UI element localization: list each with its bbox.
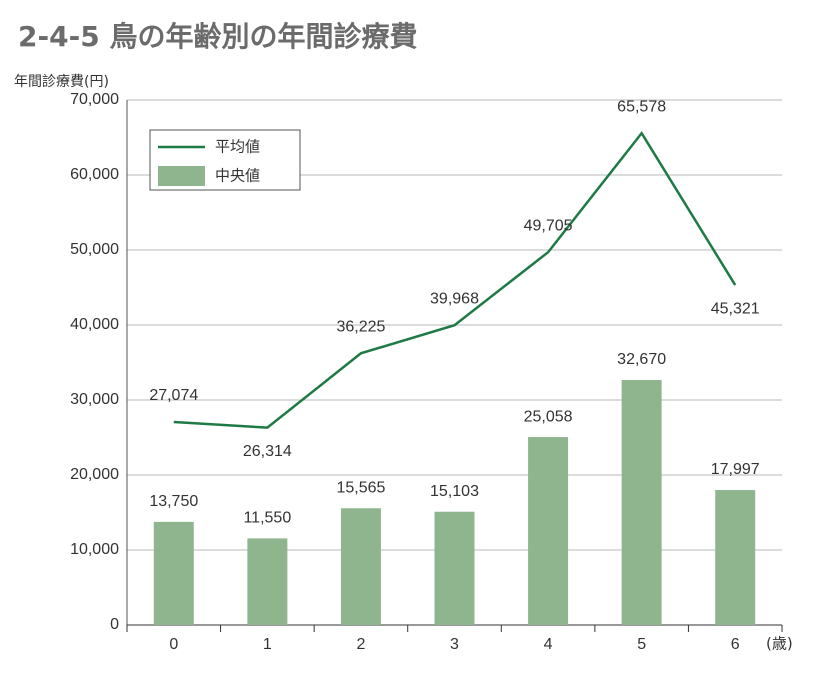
bar (434, 511, 475, 625)
y-tick-label: 30,000 (70, 391, 119, 408)
line-value-label: 45,321 (711, 300, 760, 317)
bar (340, 508, 381, 625)
y-axis-label: 年間診療費(円) (14, 73, 109, 90)
x-axis-label: (歳) (766, 635, 793, 653)
line-value-label: 26,314 (243, 443, 292, 460)
line-value-label: 39,968 (430, 290, 479, 307)
y-tick-label: 60,000 (70, 166, 119, 183)
x-tick-label: 1 (263, 636, 272, 653)
bar-value-label: 17,997 (711, 461, 760, 478)
bar-value-label: 32,670 (617, 351, 666, 368)
y-tick-label: 0 (110, 616, 119, 633)
bar-value-label: 25,058 (524, 408, 573, 425)
line-value-label: 27,074 (149, 387, 198, 404)
line (173, 130, 737, 429)
bar-value-label: 15,103 (430, 483, 479, 500)
chart-title: 2-4-5 鳥の年齢別の年間診療費 (18, 20, 417, 53)
y-tick-label: 70,000 (70, 91, 119, 108)
x-tick-label: 6 (731, 636, 740, 653)
bar-value-label: 13,750 (149, 493, 198, 510)
x-tick-label: 2 (356, 636, 365, 653)
legend-swatch (158, 166, 205, 186)
bar (528, 437, 569, 625)
bar (153, 521, 194, 625)
line-value-label: 49,705 (524, 217, 573, 234)
y-tick-label: 20,000 (70, 466, 119, 483)
x-tick-label: 5 (637, 636, 646, 653)
line-value-label: 65,578 (617, 98, 666, 115)
bar (715, 490, 756, 625)
y-tick-label: 10,000 (70, 541, 119, 558)
legend-label: 中央値 (215, 167, 260, 185)
x-tick-label: 4 (544, 636, 553, 653)
bar-value-label: 11,550 (243, 510, 291, 527)
x-tick-label: 3 (450, 636, 459, 653)
line-value-label: 36,225 (336, 319, 385, 336)
y-tick-label: 40,000 (70, 316, 119, 333)
x-tick-label: 0 (169, 636, 178, 653)
bar (621, 379, 662, 625)
bar (247, 538, 288, 625)
y-tick-label: 50,000 (70, 241, 119, 258)
bar-value-label: 15,565 (336, 479, 385, 496)
legend-label: 平均値 (215, 138, 260, 156)
